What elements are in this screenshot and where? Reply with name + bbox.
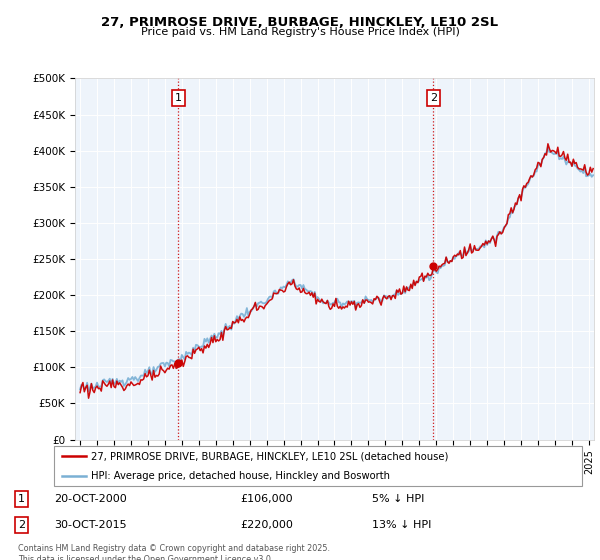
Text: £106,000: £106,000 [240, 494, 293, 504]
Text: 27, PRIMROSE DRIVE, BURBAGE, HINCKLEY, LE10 2SL (detached house): 27, PRIMROSE DRIVE, BURBAGE, HINCKLEY, L… [91, 451, 448, 461]
Text: 2: 2 [430, 93, 437, 103]
Text: Price paid vs. HM Land Registry's House Price Index (HPI): Price paid vs. HM Land Registry's House … [140, 27, 460, 37]
Text: 13% ↓ HPI: 13% ↓ HPI [372, 520, 431, 530]
Text: 27, PRIMROSE DRIVE, BURBAGE, HINCKLEY, LE10 2SL: 27, PRIMROSE DRIVE, BURBAGE, HINCKLEY, L… [101, 16, 499, 29]
Text: HPI: Average price, detached house, Hinckley and Bosworth: HPI: Average price, detached house, Hinc… [91, 470, 390, 480]
Text: 30-OCT-2015: 30-OCT-2015 [54, 520, 127, 530]
Text: 1: 1 [175, 93, 182, 103]
Text: 2: 2 [18, 520, 25, 530]
Text: 20-OCT-2000: 20-OCT-2000 [54, 494, 127, 504]
Text: £220,000: £220,000 [240, 520, 293, 530]
Text: 5% ↓ HPI: 5% ↓ HPI [372, 494, 424, 504]
Text: 1: 1 [18, 494, 25, 504]
Text: Contains HM Land Registry data © Crown copyright and database right 2025.
This d: Contains HM Land Registry data © Crown c… [18, 544, 330, 560]
